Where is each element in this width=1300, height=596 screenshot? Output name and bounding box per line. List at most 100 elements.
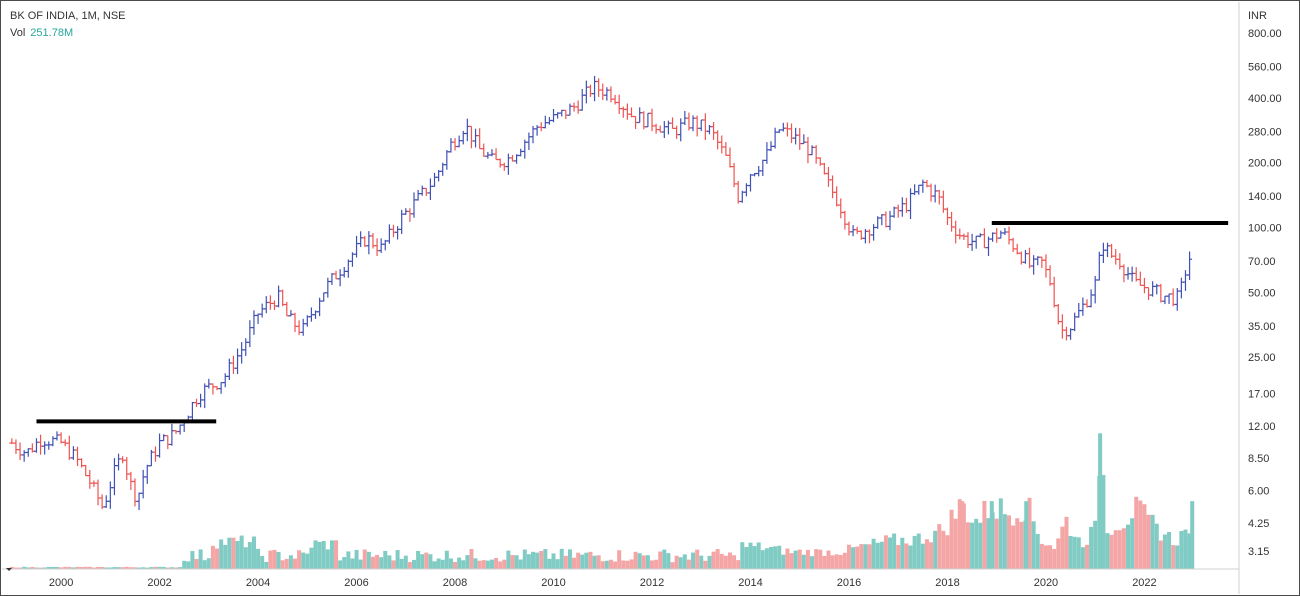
volume-bar-down	[173, 567, 178, 569]
volume-bar-down	[982, 500, 987, 569]
ohlc-bar-down	[1043, 254, 1049, 278]
ohlc-bar-up	[169, 423, 175, 446]
ohlc-bar-down	[735, 180, 741, 204]
ohlc-bar-down	[620, 106, 626, 118]
volume-bar-up	[34, 567, 39, 569]
volume-bar-down	[842, 552, 847, 569]
volume-bar-down	[674, 555, 679, 569]
ohlc-bar-up	[1031, 255, 1037, 275]
volume-bar-up	[1080, 547, 1085, 569]
ohlc-bar-down	[165, 435, 171, 450]
volume-bar-up	[399, 558, 404, 569]
volume-bar-down	[957, 499, 962, 569]
volume-bar-down	[883, 535, 888, 569]
volume-bar-down	[608, 559, 613, 569]
ohlc-bar-down	[1113, 249, 1119, 265]
ohlc-bar-down	[674, 125, 680, 139]
volume-bar-up	[317, 541, 322, 569]
ohlc-bar-up	[969, 233, 975, 251]
ohlc-bar-up	[358, 231, 364, 248]
ohlc-bar-down	[842, 210, 848, 230]
volume-bar-up	[329, 540, 334, 569]
volume-bar-down	[481, 560, 486, 569]
ohlc-bar-up	[567, 103, 573, 116]
ohlc-bar-up	[366, 231, 372, 255]
volume-bar-down	[838, 554, 843, 569]
ohlc-bar-up	[243, 338, 249, 356]
volume-bar-up	[485, 560, 490, 569]
volume-bar-up	[682, 554, 687, 569]
volume-bar-up	[338, 560, 343, 569]
y-tick-label: 25.00	[1248, 352, 1276, 364]
ohlc-bar-down	[616, 94, 622, 114]
volume-bar-up	[933, 530, 938, 569]
volume-bar-spike	[960, 501, 965, 569]
volume-bar-down	[1011, 525, 1016, 569]
volume-bar-up	[531, 551, 536, 569]
volume-bar-up	[149, 567, 154, 569]
volume-bar-up	[465, 555, 470, 569]
volume-bar-up	[235, 541, 240, 569]
volume-bar-up	[986, 518, 991, 569]
volume-bar-up	[137, 567, 142, 569]
volume-bar-up	[707, 555, 712, 569]
volume-bar-up	[412, 559, 416, 569]
ohlc-bar-up	[341, 266, 347, 278]
volume-bar-up	[748, 542, 753, 569]
volume-bar-up	[182, 560, 187, 569]
ohlc-bar-down	[374, 238, 380, 256]
ohlc-bar-down	[152, 446, 158, 462]
volume-bar-up	[366, 551, 371, 569]
volume-bar-up	[1002, 514, 1007, 569]
ohlc-bar-up	[678, 118, 684, 142]
volume-bar-up	[1068, 535, 1073, 569]
ohlc-bar-up	[255, 313, 261, 325]
ohlc-bar-up	[1129, 266, 1135, 282]
ohlc-bar-down	[670, 117, 676, 130]
ohlc-bar-up	[419, 185, 425, 196]
volume-bar-down	[30, 566, 35, 569]
volume-bar-down	[1117, 530, 1122, 569]
volume-bar-up	[325, 549, 330, 569]
y-tick-label: 3.15	[1248, 546, 1269, 558]
volume-bar-down	[658, 551, 663, 569]
ohlc-bar-up	[136, 492, 142, 511]
volume-bar-up	[555, 559, 560, 569]
ohlc-bar-up	[1187, 251, 1193, 281]
ohlc-bar-down	[128, 471, 134, 490]
volume-bar-down	[453, 561, 458, 569]
ohlc-bar-up	[1178, 277, 1184, 299]
time-axis[interactable]: 2000 2002 2004 2006 2008 2010 2012 2014 2016 2018…	[6, 568, 1157, 589]
ohlc-bar-down	[1170, 288, 1176, 307]
volume-bar-up	[219, 539, 224, 569]
volume-bar-down	[1027, 497, 1032, 569]
ohlc-bar-up	[542, 115, 548, 129]
volume-bar-down	[469, 549, 474, 569]
ohlc-bar-down	[723, 142, 729, 157]
ohlc-bar-up	[198, 393, 204, 408]
volume-bar-down	[91, 567, 96, 569]
volume-bar-down	[63, 566, 68, 569]
ohlc-bar-up	[337, 269, 343, 287]
volume-bar-down	[498, 561, 503, 569]
volume-bar-down	[945, 535, 950, 569]
volume-bar-up	[1130, 518, 1135, 569]
ohlc-bar-up	[140, 469, 146, 499]
ohlc-bar-up	[107, 481, 113, 509]
volume-bar-down	[477, 560, 482, 569]
ohlc-bar-up	[399, 209, 405, 234]
ohlc-bar-down	[653, 123, 659, 134]
ohlc-bar-up	[432, 172, 438, 187]
volume-bar-down	[727, 552, 732, 569]
volume-bar-down	[375, 554, 380, 569]
price-axis[interactable]: 800.00 560.00 400.00 280.00 200.00 140.00 100.…	[1248, 28, 1282, 558]
volume-bar-down	[929, 542, 934, 569]
volume-bar-up	[764, 548, 769, 569]
volume-bar-down	[736, 560, 741, 569]
x-tick-label: 2022	[1132, 577, 1156, 589]
volume-bar-up	[354, 549, 359, 569]
volume-bar-down	[695, 549, 700, 569]
ohlc-bar-up	[850, 225, 856, 237]
volume-bar-up	[206, 558, 211, 569]
